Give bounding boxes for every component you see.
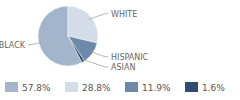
leader-line bbox=[28, 43, 42, 45]
legend-label: 28.8% bbox=[82, 83, 111, 93]
leader-line bbox=[82, 59, 108, 67]
legend-swatch bbox=[185, 82, 198, 92]
pie-slice bbox=[68, 36, 85, 63]
legend-swatch bbox=[125, 82, 138, 92]
pie-slice bbox=[68, 36, 97, 61]
legend-label: 57.8% bbox=[22, 83, 51, 93]
leader-line bbox=[90, 51, 108, 56]
legend-label: 1.6% bbox=[202, 83, 225, 93]
legend-swatch bbox=[65, 82, 78, 92]
slice-label: ASIAN bbox=[111, 63, 135, 72]
slice-label: WHITE bbox=[111, 10, 137, 19]
legend-swatch bbox=[5, 82, 18, 92]
leader-line bbox=[89, 14, 108, 20]
slice-label: HISPANIC bbox=[111, 53, 149, 62]
legend-label: 11.9% bbox=[142, 83, 171, 93]
pie: BLACK WHITE HISPANICASIAN bbox=[0, 6, 149, 72]
slice-label: BLACK bbox=[0, 41, 26, 50]
legend: 57.8% 28.8% 11.9% 1.6% bbox=[5, 82, 225, 93]
chart: BLACK WHITE HISPANICASIAN 57.8% 28.8% 11.9% 1.… bbox=[0, 0, 240, 100]
